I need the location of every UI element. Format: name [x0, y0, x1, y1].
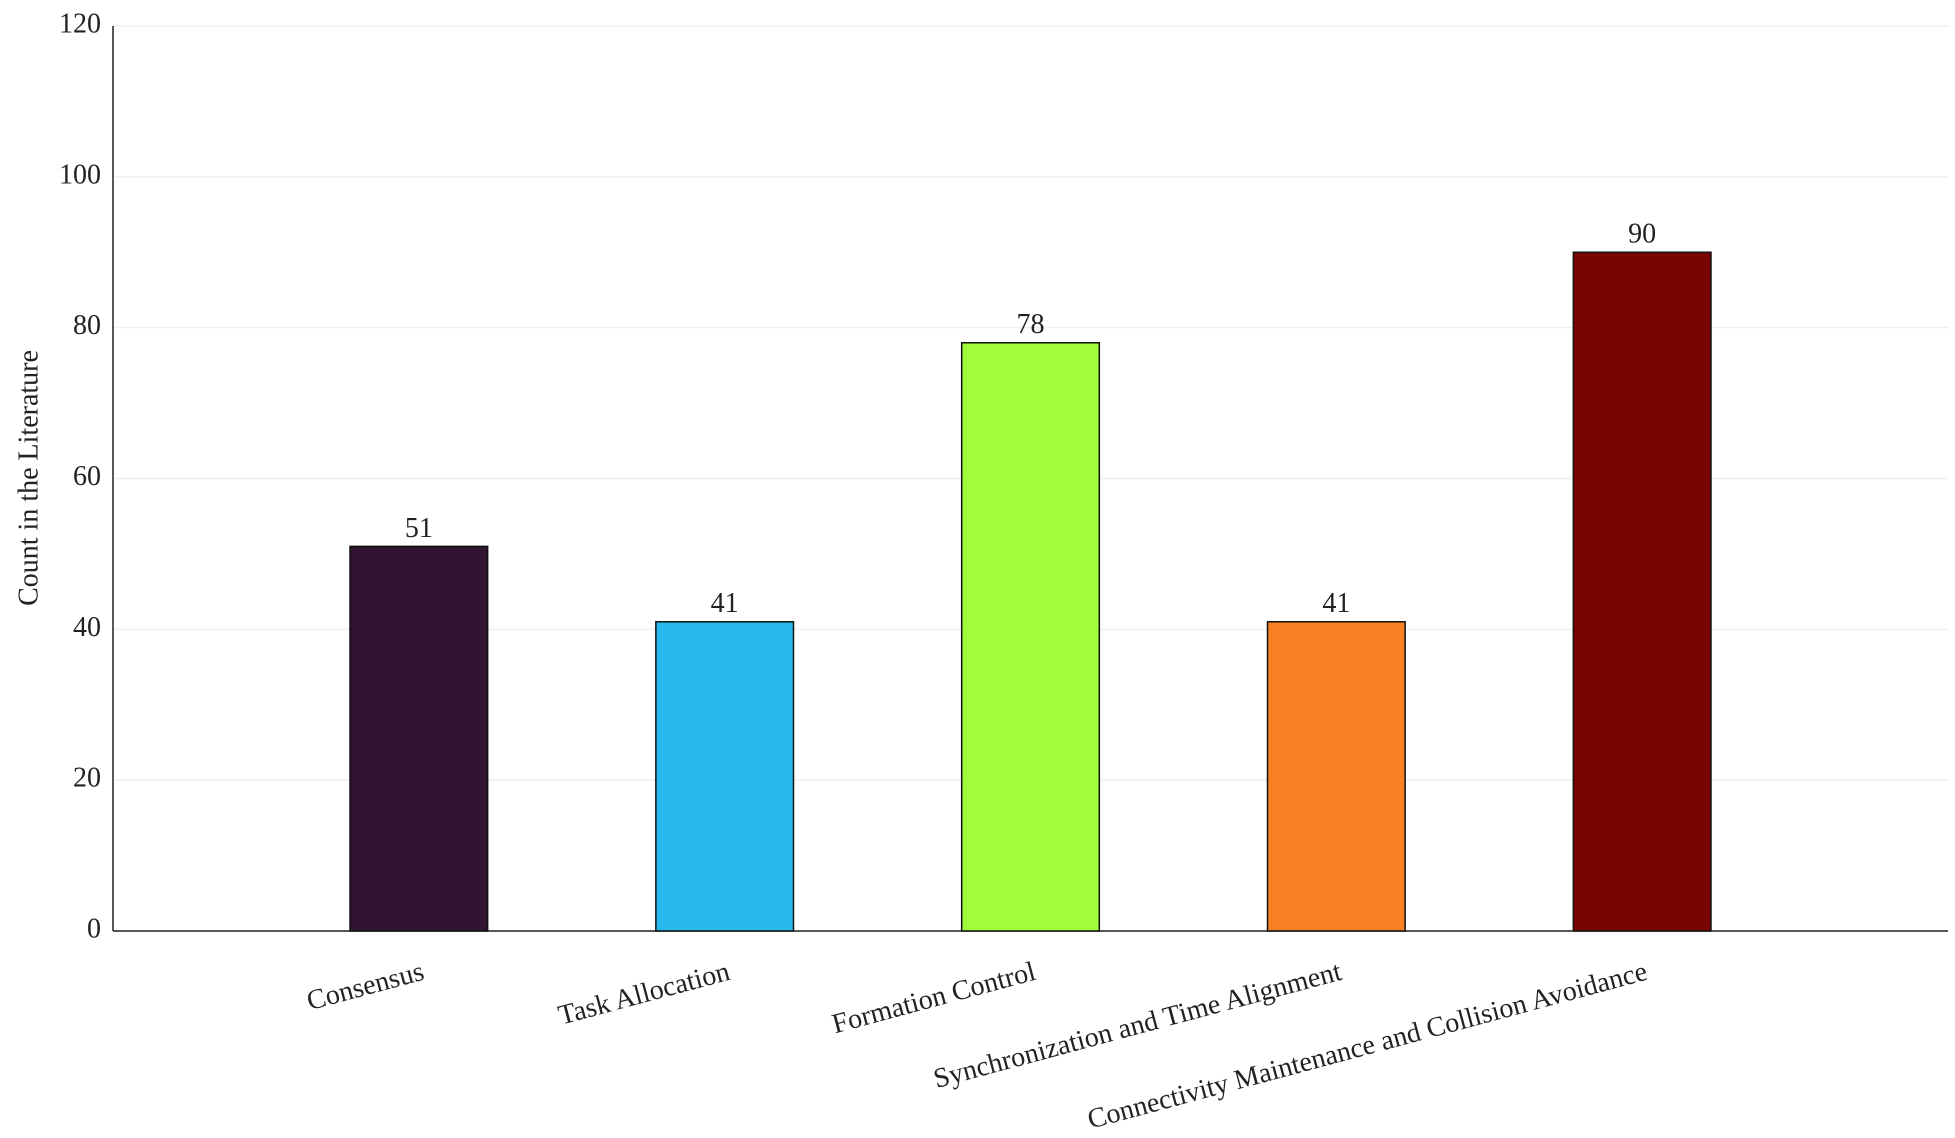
- y-tick-label: 120: [59, 8, 101, 39]
- y-tick-label: 60: [73, 461, 101, 492]
- x-tick-label: Connectivity Maintenance and Collision A…: [1084, 956, 1650, 1136]
- bar: [655, 621, 795, 932]
- y-tick-label: 20: [73, 763, 101, 794]
- x-tick-label: Task Allocation: [555, 956, 733, 1032]
- value-label: 78: [1017, 309, 1045, 340]
- y-tick-label: 80: [73, 310, 101, 341]
- value-label: 51: [405, 513, 433, 544]
- y-tick-label: 100: [59, 159, 101, 190]
- value-label: 41: [1322, 588, 1350, 619]
- y-tick-label: 0: [87, 913, 101, 944]
- y-tick-label: 40: [73, 612, 101, 643]
- y-axis-label: Count in the Literature: [13, 350, 44, 606]
- x-tick-label: Consensus: [304, 956, 428, 1017]
- value-label: 90: [1628, 219, 1656, 250]
- bar: [1266, 621, 1406, 932]
- bar: [349, 545, 489, 932]
- bar: [960, 342, 1101, 932]
- bar: [1572, 251, 1712, 932]
- value-label: 41: [711, 588, 739, 619]
- x-tick-label: Formation Control: [829, 956, 1039, 1040]
